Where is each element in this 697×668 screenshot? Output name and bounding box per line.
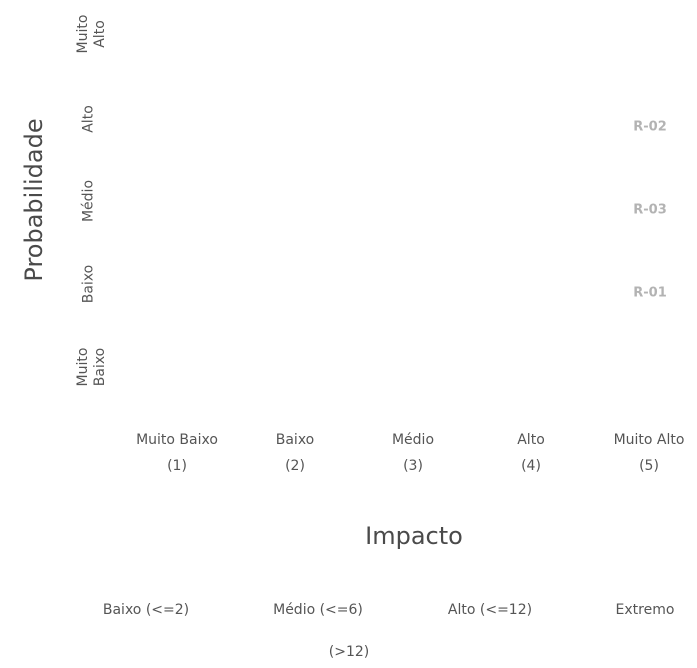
probability-label-line: Médio xyxy=(80,179,97,223)
probability-label-line: Alto xyxy=(92,20,108,48)
impact-label-name: Alto xyxy=(517,432,545,448)
impact-label-name: Muito Baixo xyxy=(136,432,218,448)
impact-label-value: (3) xyxy=(403,458,423,474)
probability-label-muito-alto: Muito Alto xyxy=(75,15,109,54)
probability-label-medio: Médio xyxy=(81,180,98,222)
impact-label-muito-alto: Muito Alto (5) xyxy=(594,427,697,479)
legend-item-alto: Alto (<=12) xyxy=(447,602,533,618)
probability-label-line: Alto xyxy=(80,105,97,133)
impact-label-value: (4) xyxy=(521,458,541,474)
x-axis-title: Impacto xyxy=(365,522,463,550)
impact-label-medio: Médio (3) xyxy=(358,427,468,479)
risk-item-r-02: R-02 xyxy=(633,119,667,135)
impact-label-name: Muito Alto xyxy=(613,432,685,448)
probability-label-line: Baixo xyxy=(80,264,97,304)
impact-label-alto: Alto (4) xyxy=(476,427,586,479)
impact-label-value: (1) xyxy=(167,458,187,474)
legend-item-extremo: Extremo xyxy=(615,602,675,618)
probability-label-line: Baixo xyxy=(92,347,108,387)
probability-label-line: Muito xyxy=(75,14,91,54)
risk-item-r-01: R-01 xyxy=(633,285,667,301)
probability-label-muito-baixo: Muito Baixo xyxy=(75,348,109,387)
y-axis-title: Probabilidade xyxy=(20,118,48,282)
legend-item-extremo-threshold: (>12) xyxy=(328,644,370,660)
impact-label-value: (5) xyxy=(639,458,659,474)
impact-label-name: Baixo xyxy=(275,432,315,448)
impact-label-muito-baixo: Muito Baixo (1) xyxy=(122,427,232,479)
probability-label-line: Muito xyxy=(75,347,91,387)
impact-label-baixo: Baixo (2) xyxy=(240,427,350,479)
impact-label-name: Médio xyxy=(391,432,435,448)
impact-label-value: (2) xyxy=(285,458,305,474)
probability-label-baixo: Baixo xyxy=(81,265,98,304)
risk-item-r-03: R-03 xyxy=(633,202,667,218)
probability-label-alto: Alto xyxy=(81,105,98,133)
legend-item-baixo: Baixo (<=2) xyxy=(102,602,190,618)
legend-item-medio: Médio (<=6) xyxy=(273,602,363,618)
